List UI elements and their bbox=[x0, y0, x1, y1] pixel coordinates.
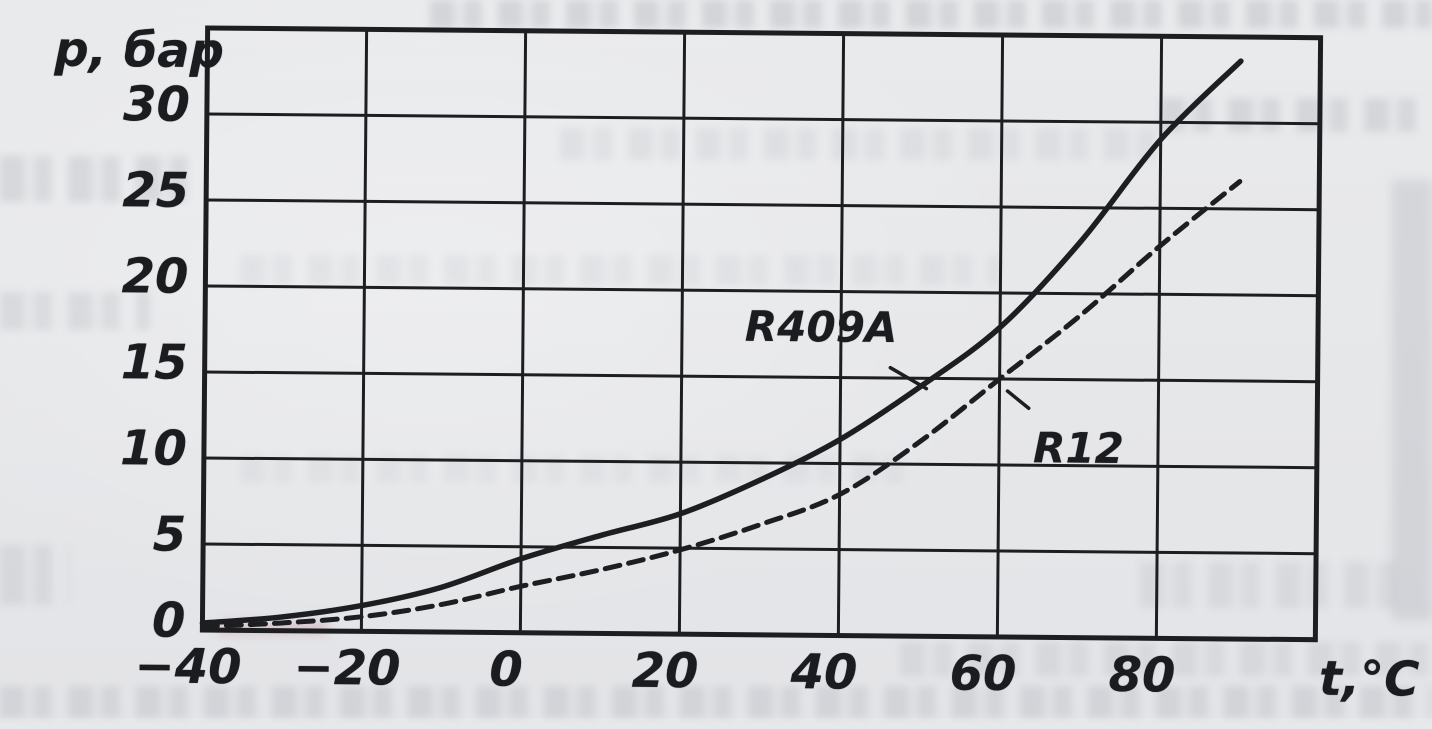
x-tick-label: 20 bbox=[631, 642, 699, 700]
y-axis-label: p, бар bbox=[54, 21, 225, 80]
annotation-leader-line bbox=[888, 365, 929, 391]
gridline-vertical bbox=[995, 34, 1005, 637]
gridline-vertical bbox=[677, 32, 687, 635]
gridline-vertical bbox=[836, 33, 846, 636]
gridline-horizontal bbox=[206, 198, 1320, 212]
x-tick-label: −40 bbox=[134, 638, 242, 696]
x-tick-label: −20 bbox=[293, 639, 401, 697]
plot-frame bbox=[199, 25, 1324, 643]
annotation-leader-line bbox=[1005, 389, 1031, 410]
x-tick-label: 80 bbox=[1108, 646, 1176, 704]
gridline-vertical bbox=[359, 29, 369, 632]
x-tick-label: 40 bbox=[790, 644, 858, 701]
gridline-horizontal bbox=[205, 284, 1319, 298]
gridline-horizontal bbox=[203, 456, 1317, 470]
gridline-horizontal bbox=[206, 112, 1320, 126]
series-annotation-r409a: R409A bbox=[744, 301, 898, 353]
gridline-horizontal bbox=[204, 370, 1318, 384]
y-tick-label: 20 bbox=[121, 248, 189, 305]
y-tick-label: 15 bbox=[120, 334, 188, 391]
gridline-vertical bbox=[518, 30, 528, 633]
y-tick-label: 5 bbox=[152, 506, 187, 563]
y-tick-label: 25 bbox=[122, 162, 190, 219]
gridline-horizontal bbox=[203, 542, 1317, 556]
y-tick-label: 30 bbox=[122, 76, 191, 133]
y-tick-label: 0 bbox=[151, 592, 186, 649]
x-axis-label: t,°C bbox=[1318, 650, 1420, 708]
y-tick-label: 10 bbox=[119, 420, 188, 477]
curve-r12 bbox=[199, 179, 1243, 630]
series-annotation-r12: R12 bbox=[1032, 423, 1125, 473]
x-tick-label: 0 bbox=[489, 641, 523, 698]
x-tick-label: 60 bbox=[949, 645, 1017, 703]
curve-r409a bbox=[199, 58, 1244, 626]
